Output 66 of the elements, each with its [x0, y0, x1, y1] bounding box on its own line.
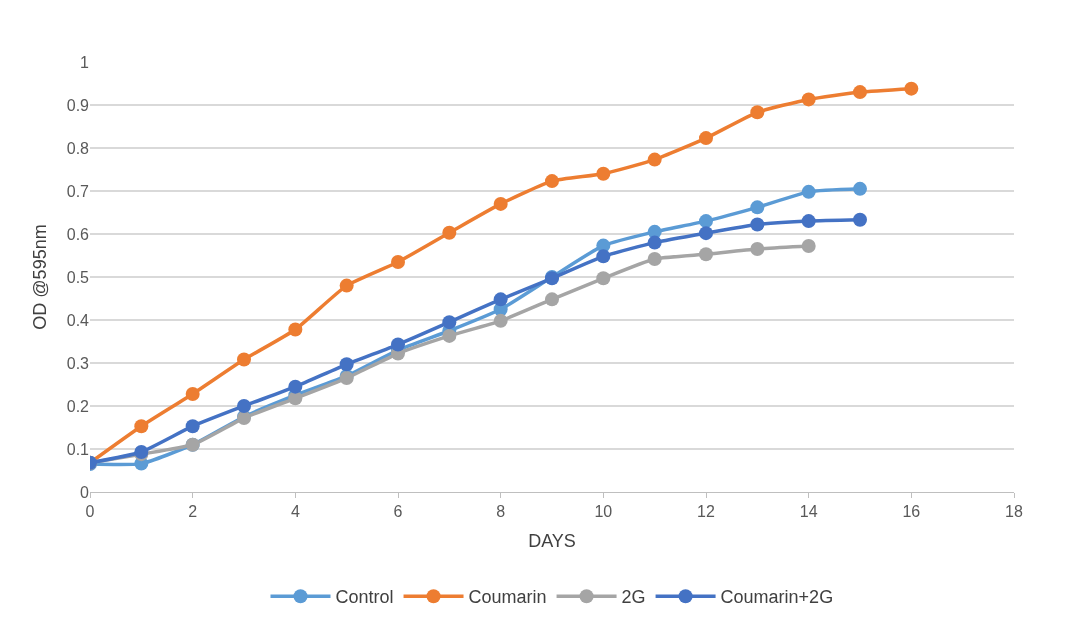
point [801, 239, 816, 254]
y-tick-label: 0.8 [66, 139, 90, 157]
point [596, 271, 611, 286]
point [750, 200, 765, 215]
point [134, 419, 149, 434]
point [699, 247, 713, 262]
point [596, 249, 611, 264]
legend-label: 2G [621, 587, 646, 608]
point [699, 226, 713, 241]
legend-label: Control [335, 587, 394, 608]
legend-label: Coumarin+2G [720, 587, 834, 608]
x-tick-label: 14 [799, 503, 818, 521]
point [391, 254, 405, 269]
y-tick-label: 0.3 [66, 354, 90, 372]
point [237, 399, 251, 413]
x-tick-label: 8 [496, 503, 506, 521]
x-tick-label: 16 [902, 503, 921, 521]
x-tick-label: 2 [188, 503, 198, 521]
point [853, 85, 867, 100]
point [339, 357, 354, 372]
point [647, 152, 662, 167]
point [493, 196, 508, 211]
point [699, 131, 713, 146]
y-tick-label: 0 [80, 483, 90, 501]
point [185, 419, 200, 434]
point [442, 328, 457, 343]
point [750, 242, 765, 257]
y-tick-label: 0.5 [66, 268, 90, 286]
point [545, 292, 559, 307]
x-tick-label: 10 [594, 503, 613, 521]
point [391, 337, 405, 352]
y-tick-label: 0.7 [66, 182, 90, 200]
legend-label: Coumarin [468, 587, 547, 608]
point [647, 235, 662, 250]
point [801, 184, 816, 199]
point [699, 214, 713, 229]
point [493, 292, 508, 307]
x-tick-label: 12 [697, 503, 715, 521]
y-tick-label: 0.4 [66, 311, 90, 329]
x-tick-label: 6 [393, 503, 403, 521]
point [801, 214, 816, 229]
point [237, 352, 251, 367]
point [442, 225, 457, 240]
point [288, 322, 303, 337]
y-tick-label: 0.6 [66, 225, 90, 243]
point [596, 166, 611, 181]
y-axis-title: OD @595nm [29, 224, 50, 330]
point [750, 105, 765, 120]
point [750, 217, 765, 232]
x-tick-label: 18 [1005, 503, 1023, 521]
x-axis-title: DAYS [528, 531, 576, 552]
point [339, 278, 354, 293]
y-tick-label: 0.2 [66, 397, 90, 415]
y-tick-label: 0.1 [66, 440, 90, 458]
point [493, 313, 508, 328]
y-tick-label: 0.9 [66, 96, 90, 114]
point [185, 386, 200, 401]
point [647, 251, 662, 266]
x-tick-label: 4 [290, 503, 300, 521]
point [801, 92, 816, 107]
point [442, 315, 457, 330]
point [904, 81, 919, 96]
point [853, 212, 867, 227]
point [853, 181, 867, 196]
point [545, 174, 559, 189]
y-tick-label: 1 [80, 53, 90, 71]
